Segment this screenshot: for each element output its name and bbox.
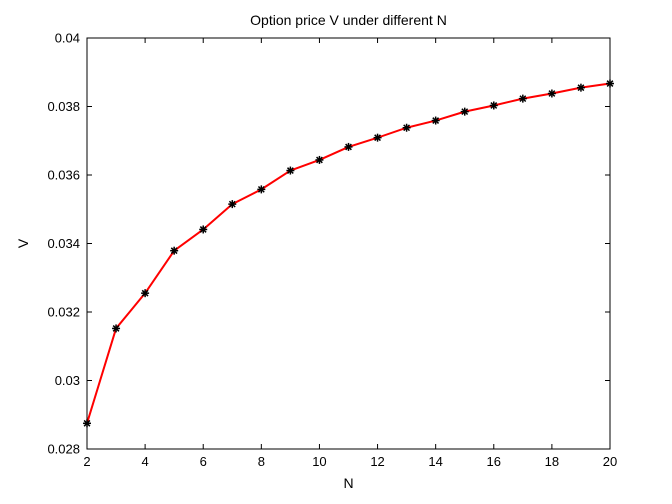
data-point-marker [170,246,179,255]
data-point-marker [228,200,237,209]
data-point-marker [606,79,614,88]
data-point-marker [141,289,150,298]
axis-tick-labels: 2 4 6 8 10 12 14 16 18 20 0.028 0.03 0.032 0.034 0.036… [47,31,617,470]
data-point-marker [286,166,295,175]
y-tick-label: 0.04 [55,31,80,46]
x-tick-label: 2 [83,454,90,469]
data-point-marker [431,116,440,125]
y-tick-label: 0.03 [55,373,80,388]
x-tick-label: 8 [258,454,265,469]
x-tick-label: 16 [487,454,501,469]
x-tick-label: 10 [312,454,326,469]
data-point-marker [112,324,121,333]
data-point-marker [489,101,498,110]
data-point-marker [373,133,382,142]
plot-area [86,37,611,450]
y-tick-label: 0.028 [47,442,80,457]
data-point-marker [83,419,91,428]
data-point-marker [344,142,353,151]
data-point-marker [518,94,527,103]
y-tick-label: 0.034 [47,236,80,251]
x-tick-label: 6 [200,454,207,469]
data-point-marker [576,83,585,92]
axis-ticks [86,37,611,450]
chart-title: Option price V under different N [250,12,447,28]
data-point-marker [257,185,266,194]
data-point-marker [315,155,324,164]
x-tick-label: 14 [428,454,442,469]
x-axis-title: N [343,475,353,491]
series-layer [83,79,614,428]
data-point-marker [199,225,208,234]
y-tick-label: 0.036 [47,168,80,183]
x-tick-label: 20 [603,454,617,469]
y-tick-label: 0.032 [47,305,80,320]
y-axis-title: V [15,238,31,248]
x-tick-label: 18 [545,454,559,469]
y-tick-label: 0.038 [47,99,80,114]
data-point-marker [460,107,469,116]
data-point-marker [402,123,411,132]
x-tick-label: 12 [370,454,384,469]
data-point-marker [547,89,556,98]
x-tick-label: 4 [141,454,148,469]
